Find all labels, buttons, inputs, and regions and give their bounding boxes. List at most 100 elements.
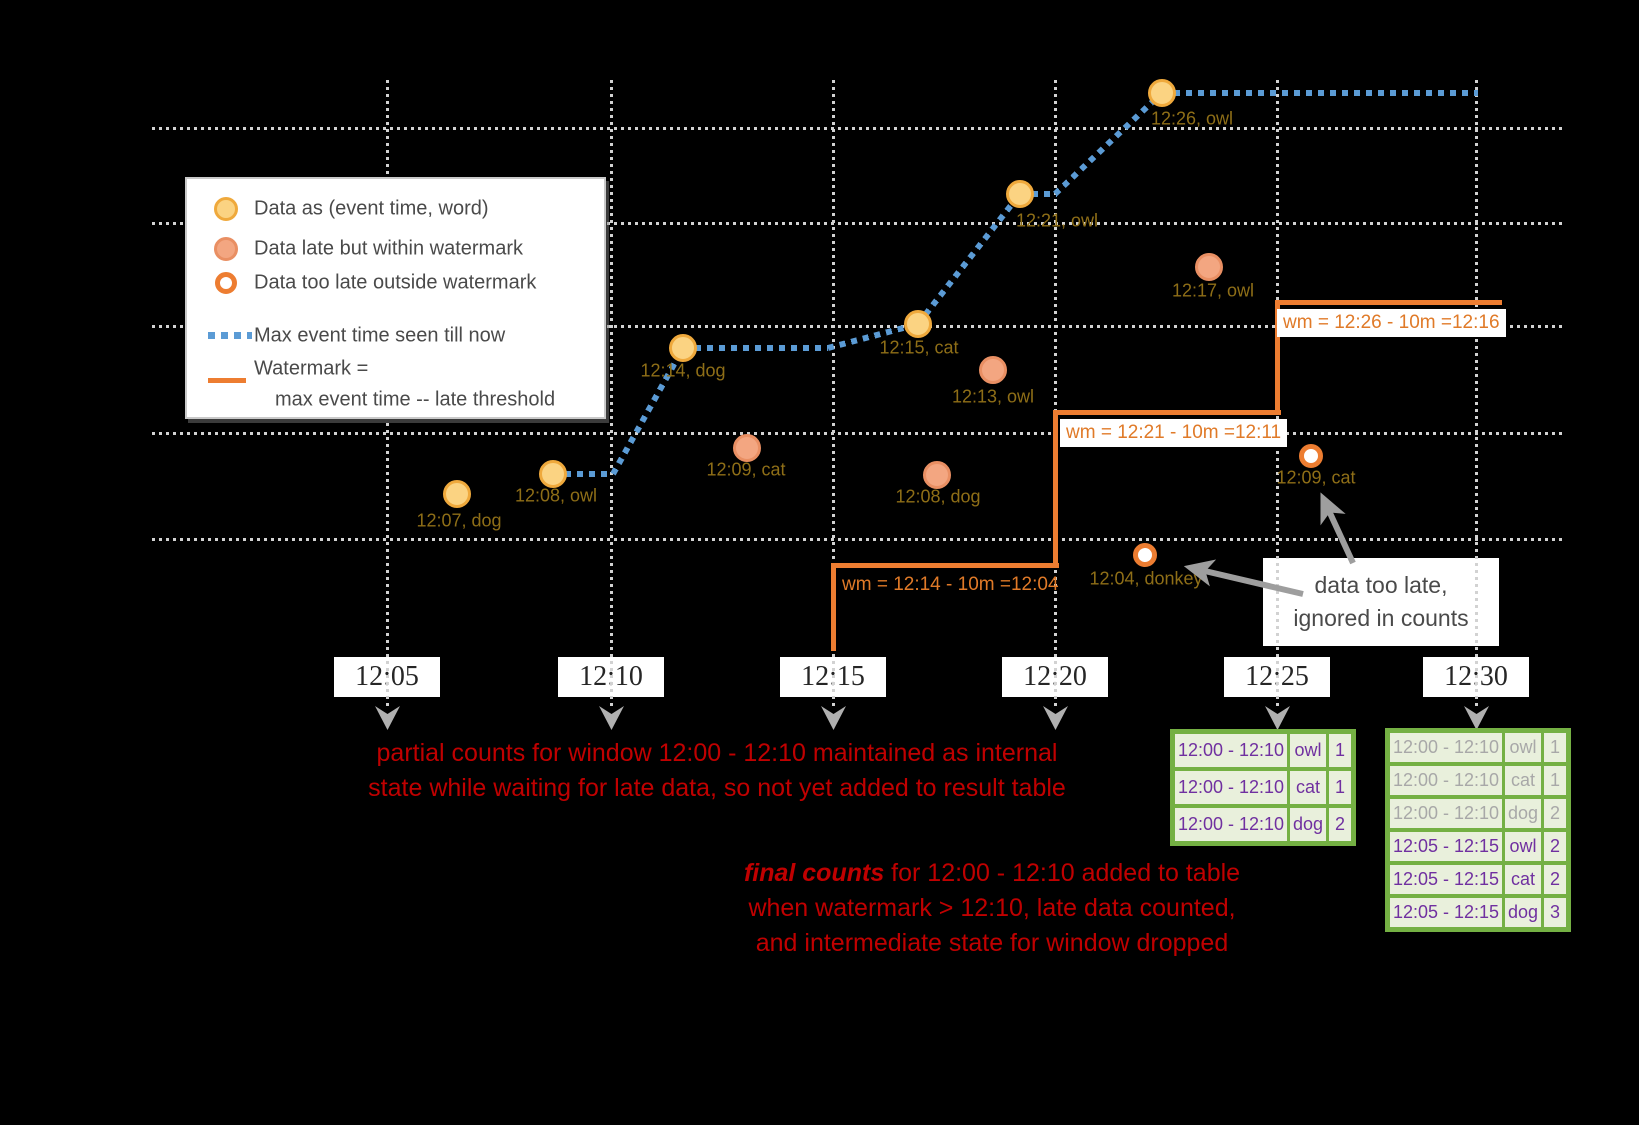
window-cell: 12:05 - 12:15 <box>1390 865 1502 894</box>
legend-watermark-label-1: Watermark = <box>254 357 369 380</box>
count-cell: 1 <box>1329 771 1351 804</box>
table-row-dropped: 12:00 - 12:10 owl 1 <box>1390 733 1566 762</box>
final-counts-note-line1: final counts for 12:00 - 12:10 added to … <box>562 856 1422 891</box>
watermark-label-2: wm = 12:21 - 10m =12:11 <box>1060 419 1288 447</box>
table-row-dropped: 12:00 - 12:10 cat 1 <box>1390 766 1566 795</box>
word-cell: owl <box>1505 733 1541 762</box>
table-row: 12:00 - 12:10 owl 1 <box>1175 734 1351 767</box>
data-point-label: 12:09, cat <box>706 459 786 480</box>
data-point-late <box>979 356 1007 384</box>
v-gridline-12-30 <box>1475 80 1478 708</box>
partial-counts-note-line2: state while waiting for late data, so no… <box>368 774 1066 802</box>
watermark-label-3: wm = 12:26 - 10m =12:16 <box>1277 309 1506 337</box>
legend-watermark-line-icon <box>208 378 246 383</box>
v-gridline-12-20 <box>1054 80 1057 708</box>
max-event-time-line <box>1020 191 1057 197</box>
window-cell: 12:00 - 12:10 <box>1175 734 1287 767</box>
window-cell: 12:05 - 12:15 <box>1390 832 1502 861</box>
data-point-label: 12:09, cat <box>1276 467 1356 488</box>
data-point-label: 12:08, dog <box>895 486 981 507</box>
legend-max-event-line-icon <box>208 332 252 339</box>
arrow-down-icon <box>1043 706 1068 730</box>
word-cell: cat <box>1290 771 1326 804</box>
h-gridline <box>152 538 1563 541</box>
arrow-down-icon <box>1464 706 1489 730</box>
count-cell: 2 <box>1544 799 1566 828</box>
data-point-label: 12:13, owl <box>951 386 1035 407</box>
legend-ontime-label: Data as (event time, word) <box>254 197 489 220</box>
watermark-label-1: wm = 12:14 - 10m =12:04 <box>842 574 1059 595</box>
result-table-12-30: 12:00 - 12:10 owl 1 12:00 - 12:10 cat 1 … <box>1385 728 1571 932</box>
watermark-line <box>1275 300 1502 305</box>
max-event-time-line <box>1162 90 1478 96</box>
table-row: 12:05 - 12:15 owl 2 <box>1390 832 1566 861</box>
count-cell: 3 <box>1544 898 1566 927</box>
word-cell: owl <box>1505 832 1541 861</box>
watermark-line <box>831 563 1059 568</box>
data-point-label: 12:14, dog <box>640 360 726 381</box>
final-counts-note: final counts for 12:00 - 12:10 added to … <box>562 856 1422 961</box>
word-cell: cat <box>1505 865 1541 894</box>
h-gridline <box>152 325 1563 328</box>
legend-late-icon <box>214 237 238 261</box>
max-event-time-line <box>683 345 828 351</box>
too-late-note-line1: data too late, <box>1314 572 1448 598</box>
watermark-line <box>1053 410 1281 415</box>
legend: Data as (event time, word) Data late but… <box>185 177 606 419</box>
data-point-label: 12:26, owl <box>1150 108 1234 129</box>
data-point-toolate <box>1299 444 1323 468</box>
table-row: 12:00 - 12:10 dog 2 <box>1175 808 1351 841</box>
table-row: 12:05 - 12:15 cat 2 <box>1390 865 1566 894</box>
data-point-ontime <box>443 480 471 508</box>
data-point-ontime <box>1006 180 1034 208</box>
data-point-label: 12:21, owl <box>1015 210 1099 231</box>
arrow-to-12-09-cat <box>1320 492 1356 565</box>
legend-toolate-label: Data too late outside watermark <box>254 271 537 294</box>
count-cell: 1 <box>1544 766 1566 795</box>
count-cell: 2 <box>1544 865 1566 894</box>
arrow-to-12-04-donkey <box>1183 559 1304 597</box>
v-gridline-12-10 <box>610 80 613 708</box>
too-late-note-line2: ignored in counts <box>1293 605 1469 631</box>
legend-max-event-label: Max event time seen till now <box>254 324 506 347</box>
max-event-time-line <box>553 471 613 477</box>
data-point-late <box>923 461 951 489</box>
window-cell: 12:00 - 12:10 <box>1390 799 1502 828</box>
word-cell: dog <box>1505 799 1541 828</box>
window-cell: 12:00 - 12:10 <box>1175 771 1287 804</box>
word-cell: cat <box>1505 766 1541 795</box>
legend-toolate-icon <box>215 272 237 294</box>
arrow-down-icon <box>1265 706 1290 730</box>
too-late-note: data too late, ignored in counts <box>1263 558 1499 646</box>
data-point-toolate <box>1133 543 1157 567</box>
table-row: 12:00 - 12:10 cat 1 <box>1175 771 1351 804</box>
word-cell: owl <box>1290 734 1326 767</box>
result-table-12-25: 12:00 - 12:10 owl 1 12:00 - 12:10 cat 1 … <box>1170 729 1356 846</box>
data-point-label: 12:07, dog <box>416 510 502 531</box>
watermark-line <box>831 563 836 651</box>
arrow-down-icon <box>599 706 624 730</box>
table-row-dropped: 12:00 - 12:10 dog 2 <box>1390 799 1566 828</box>
watermark-line <box>1275 300 1280 415</box>
legend-ontime-icon <box>214 197 238 221</box>
word-cell: dog <box>1290 808 1326 841</box>
window-cell: 12:00 - 12:10 <box>1390 733 1502 762</box>
window-cell: 12:00 - 12:10 <box>1390 766 1502 795</box>
window-cell: 12:00 - 12:10 <box>1175 808 1287 841</box>
final-counts-note-line2: when watermark > 12:10, late data counte… <box>748 894 1236 922</box>
h-gridline <box>152 127 1563 130</box>
data-point-label: 12:15, cat <box>879 337 959 358</box>
count-cell: 1 <box>1544 733 1566 762</box>
data-point-label: 12:08, owl <box>514 485 598 506</box>
h-gridline <box>152 432 1563 435</box>
partial-counts-note-line1: partial counts for window 12:00 - 12:10 … <box>376 739 1058 767</box>
watermark-line <box>1053 410 1058 568</box>
v-gridline-12-15 <box>832 80 835 708</box>
table-row: 12:05 - 12:15 dog 3 <box>1390 898 1566 927</box>
final-counts-note-line1-rest: for 12:00 - 12:10 added to table <box>884 859 1241 887</box>
arrow-down-icon <box>375 706 400 730</box>
h-gridline <box>152 222 1563 225</box>
data-point-late <box>1195 253 1223 281</box>
